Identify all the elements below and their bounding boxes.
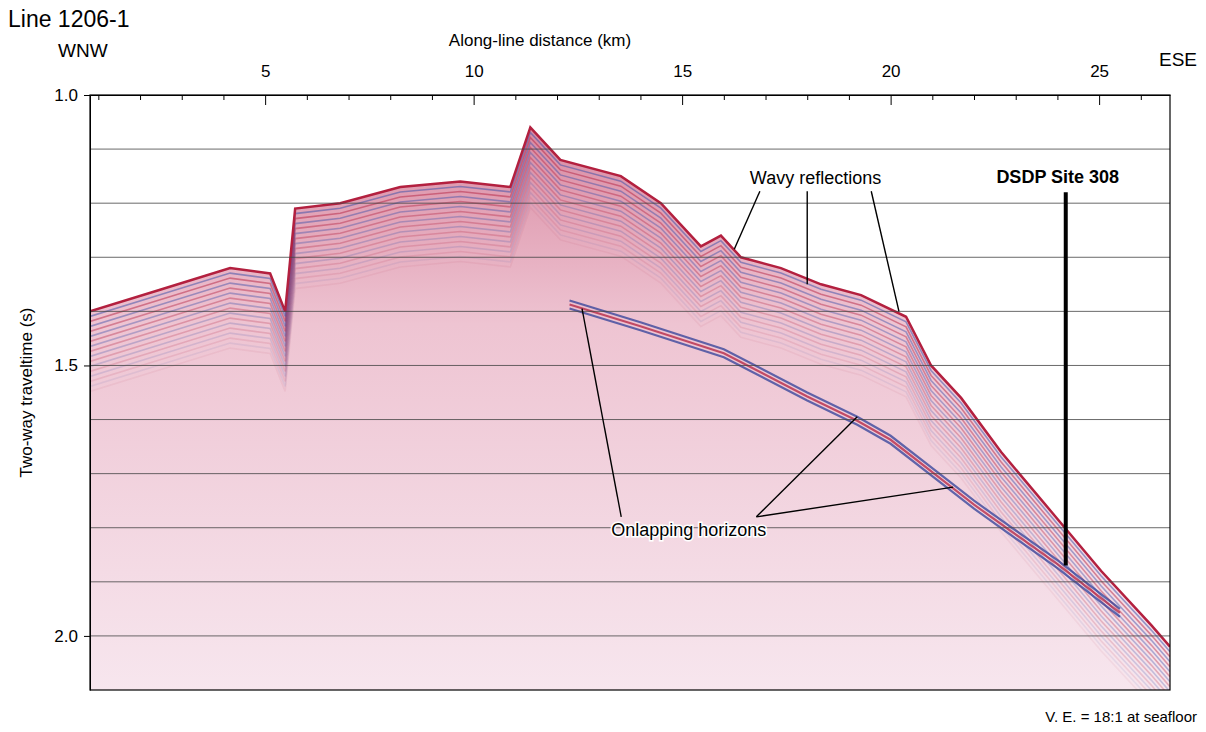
x-tick-label: 20 [882,62,901,81]
footnote: V. E. = 18:1 at seafloor [1045,708,1197,725]
site-label: DSDP Site 308 [996,167,1119,187]
reflection-texture [90,152,1170,671]
y-tick-label: 1.0 [54,86,78,105]
reflection-texture [90,157,1170,676]
y-tick-label: 1.5 [54,356,78,375]
y-tick: 1.0 [54,86,90,105]
reflection-texture [90,177,1170,690]
leader-line [807,191,808,284]
x-tick-label: 25 [1090,62,1109,81]
x-tick: 5 [261,62,270,105]
x-left-label: WNW [58,40,108,61]
leader-line [756,487,953,517]
grid-line [90,149,1170,150]
labels: Line 1206-1 WNW ESE Along-line distance (km… [8,6,1197,725]
leader-line [871,191,899,311]
x-tick-label: 15 [673,62,692,81]
reflection-texture [90,142,1170,661]
x-tick: 25 [1090,62,1109,105]
y-tick: 1.5 [54,356,90,375]
y-tick-label: 2.0 [54,627,78,646]
leader-line [756,417,857,517]
grid-line [90,419,1170,420]
x-tick-mark [1099,95,1100,105]
chart: 5 10 15 20 25 1.0 1.5 2.0 Line 1206-1 WNW ESE Along… [0,0,1206,732]
y-axis-title: Two-way traveltime (s) [17,307,36,477]
x-tick-mark [265,95,266,105]
reflection-texture [90,172,1170,690]
x-axis-line [91,95,1171,96]
leader-line [582,309,621,517]
x-tick-mark [682,95,683,105]
reflection-texture [90,132,1170,651]
grid-line [90,473,1170,474]
y-axis: 1.0 1.5 2.0 [54,86,90,691]
horizon-line [570,301,1120,609]
grid-line [90,311,1170,312]
horizon-line [570,305,1120,613]
y-axis-line [90,96,91,691]
annotation-label: Wavy reflections [750,168,881,188]
x-axis-title: Along-line distance (km) [449,31,631,50]
x-tick: 15 [673,62,692,105]
reflection-texture [90,182,1170,690]
grid-line [90,257,1170,258]
reflection-texture [90,162,1170,681]
x-tick: 20 [882,62,901,105]
plot-data [90,127,1170,690]
grid-line [90,635,1170,636]
x-tick: 10 [465,62,484,105]
y-tick-mark [84,95,90,96]
reflection-texture [90,147,1170,666]
y-tick-mark [84,636,90,637]
y-tick-mark [84,365,90,366]
x-tick-mark [474,95,475,105]
x-right-label: ESE [1159,49,1197,70]
reflection-texture [90,187,1170,690]
reflection-texture [90,192,1170,690]
seafloor-line [90,127,1170,646]
horizon-line [570,309,1120,617]
site-line [1064,192,1068,565]
seismic-area [90,127,1170,690]
x-tick-label: 5 [261,62,270,81]
reflection-texture [90,167,1170,686]
grid-line [90,365,1170,366]
x-axis: 5 10 15 20 25 [91,62,1171,105]
grid-line [90,581,1170,582]
plot-frame [90,95,1170,690]
grid-line [90,203,1170,204]
reflection-texture [90,207,1170,690]
y-tick: 2.0 [54,627,90,646]
reflection-texture [90,137,1170,656]
chart-title: Line 1206-1 [8,6,130,32]
x-tick-mark [891,95,892,105]
grid [90,149,1170,636]
annotation-label: Onlapping horizons [611,520,766,540]
x-tick-label: 10 [465,62,484,81]
leader-line [734,191,760,249]
background [0,0,1206,732]
